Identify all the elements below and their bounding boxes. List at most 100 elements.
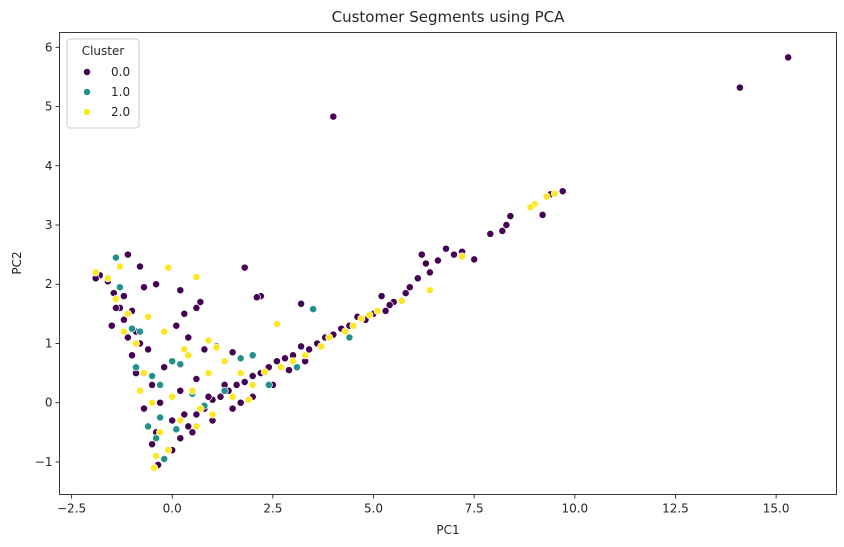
data-point: [357, 314, 366, 323]
data-point: [144, 345, 153, 354]
data-point: [272, 357, 281, 366]
x-tick-label: 12.5: [662, 502, 689, 516]
data-point: [168, 416, 177, 425]
x-tick-label: 0.0: [163, 502, 182, 516]
data-point: [172, 321, 181, 330]
data-point: [107, 321, 116, 330]
data-point: [433, 256, 442, 265]
data-point: [176, 434, 185, 443]
data-point: [236, 354, 245, 363]
x-axis: −2.5 0.0 2.5 5.0 7.5 10.0 12.5 15.0: [57, 494, 790, 516]
data-point: [180, 410, 189, 419]
data-point: [136, 262, 144, 271]
data-point: [150, 463, 159, 472]
data-point: [248, 372, 257, 380]
points-layer: [91, 53, 793, 472]
data-point: [196, 298, 205, 306]
data-point: [397, 296, 406, 305]
data-point: [349, 321, 358, 330]
data-point: [180, 309, 189, 318]
data-point: [240, 263, 249, 272]
data-point: [212, 343, 221, 352]
data-point: [204, 392, 213, 401]
data-point: [160, 327, 169, 336]
data-point: [272, 319, 281, 328]
data-point: [119, 292, 128, 301]
data-point: [228, 392, 237, 401]
legend-entries: 0.0 1.0 2.0: [83, 65, 130, 119]
data-point: [176, 360, 185, 369]
data-point: [220, 357, 229, 366]
data-point: [550, 189, 559, 198]
x-tick-label: 15.0: [763, 502, 790, 516]
y-axis-label: PC2: [10, 251, 24, 274]
data-point: [128, 324, 136, 333]
data-point: [281, 354, 289, 363]
data-point: [301, 351, 310, 360]
data-point: [132, 339, 140, 348]
data-point: [232, 380, 241, 389]
data-point: [285, 366, 293, 375]
legend-marker: [83, 108, 91, 116]
data-point: [156, 413, 165, 422]
data-point: [450, 250, 458, 259]
y-tick-label: 4: [45, 159, 53, 173]
data-point: [365, 311, 374, 319]
data-point: [160, 363, 169, 372]
data-point: [502, 221, 511, 229]
legend-marker: [83, 68, 91, 76]
data-point: [385, 301, 394, 309]
y-tick-label: −1: [35, 455, 53, 469]
data-point: [115, 262, 124, 271]
data-point: [381, 306, 390, 315]
data-point: [168, 357, 177, 366]
data-point: [442, 244, 450, 253]
plot-frame: [59, 32, 837, 495]
y-tick-label: 6: [45, 40, 53, 54]
data-point: [164, 263, 173, 272]
data-point: [152, 280, 161, 289]
data-point: [148, 398, 157, 407]
data-point: [192, 375, 201, 383]
y-tick-label: 3: [45, 218, 53, 232]
data-point: [405, 283, 414, 292]
data-point: [784, 53, 793, 62]
data-point: [216, 392, 225, 401]
data-point: [425, 286, 434, 295]
data-point: [152, 434, 161, 443]
data-point: [228, 404, 237, 413]
data-point: [260, 367, 269, 376]
data-point: [148, 372, 157, 380]
data-point: [401, 289, 410, 298]
data-point: [115, 283, 124, 292]
data-point: [345, 333, 354, 342]
data-point: [486, 229, 495, 238]
data-point: [184, 351, 193, 360]
data-point: [341, 327, 350, 336]
data-point: [156, 380, 165, 389]
data-point: [735, 83, 744, 92]
data-point: [103, 274, 112, 283]
data-point: [377, 292, 386, 301]
data-point: [192, 303, 201, 312]
data-point: [208, 410, 217, 419]
legend-title: Cluster: [82, 44, 125, 58]
data-point: [123, 333, 132, 342]
data-point: [325, 333, 334, 342]
data-point: [148, 440, 157, 449]
y-tick-label: 2: [45, 277, 53, 291]
data-point: [458, 252, 467, 261]
data-point: [128, 351, 136, 360]
data-point: [293, 363, 301, 372]
x-tick-label: 10.0: [561, 502, 588, 516]
data-point: [204, 336, 213, 345]
legend-box: [66, 38, 140, 129]
data-point: [91, 268, 100, 277]
data-point: [168, 392, 177, 401]
data-point: [180, 345, 189, 354]
data-point: [425, 268, 434, 277]
chart-title: Customer Segments using PCA: [332, 8, 566, 26]
data-point: [192, 422, 201, 431]
data-point: [111, 295, 120, 303]
